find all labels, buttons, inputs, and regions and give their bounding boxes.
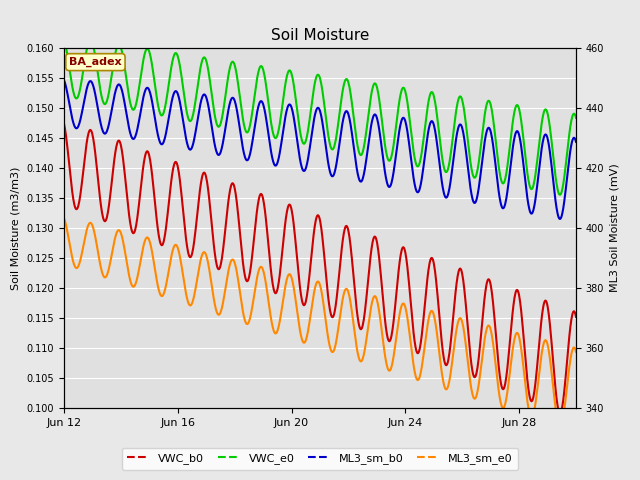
Text: BA_adex: BA_adex <box>69 57 122 67</box>
Title: Soil Moisture: Soil Moisture <box>271 28 369 43</box>
Y-axis label: ML3 Soil Moisture (mV): ML3 Soil Moisture (mV) <box>610 164 620 292</box>
Legend: VWC_b0, VWC_e0, ML3_sm_b0, ML3_sm_e0: VWC_b0, VWC_e0, ML3_sm_b0, ML3_sm_e0 <box>122 448 518 469</box>
Y-axis label: Soil Moisture (m3/m3): Soil Moisture (m3/m3) <box>11 166 21 290</box>
